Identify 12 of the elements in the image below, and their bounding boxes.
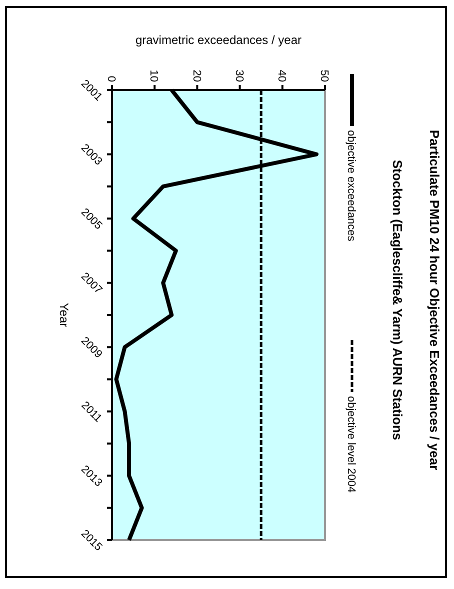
x-tick-label: 0 [105, 76, 118, 82]
text: Particulate PM10 24 hour Objective Exceedances / year [427, 130, 442, 470]
x-tick-label: 30 [232, 70, 245, 82]
x-tick-label: 20 [190, 70, 202, 82]
x-tick-label: 10 [148, 70, 160, 82]
x-tick-label: 50 [318, 70, 330, 82]
x-axis-title: gravimetric exceedances / year [135, 33, 302, 47]
y-axis-title: Year [57, 302, 71, 328]
text: objective exceedances [345, 130, 357, 242]
x-tick-label: 40 [276, 70, 288, 82]
text: objective level 2004 [345, 396, 357, 493]
text: Stockton (Eaglescliffe& Yarm) AURN Stations [390, 160, 405, 440]
